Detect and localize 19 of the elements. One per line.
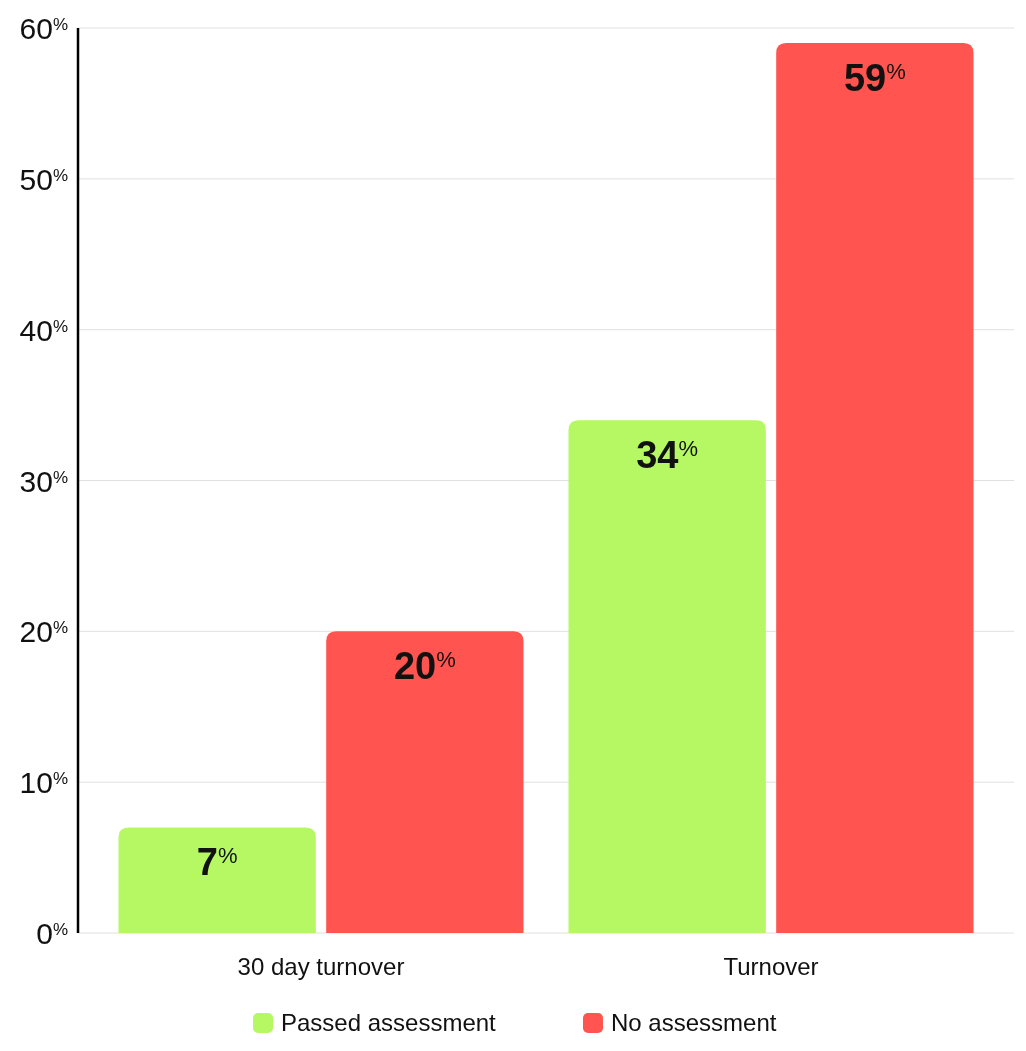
- legend-label: No assessment: [611, 1009, 777, 1036]
- bar: [326, 631, 524, 933]
- y-tick-label: 10$^{%}$: [19, 766, 68, 800]
- y-tick-label: 60$^{%}$: [19, 12, 68, 45]
- y-tick-label: 40$^{%}$: [19, 313, 68, 347]
- y-tick-label: 0$^{%}$: [36, 917, 68, 950]
- data-label: 20$^{%}$: [393, 645, 456, 688]
- bar: [568, 420, 766, 933]
- data-label: 34$^{%}$: [636, 434, 699, 477]
- y-tick-label: 50$^{%}$: [19, 162, 68, 196]
- x-tick-label: Turnover: [723, 953, 819, 980]
- y-tick-label: 20$^{%}$: [19, 615, 68, 649]
- bar: [776, 43, 974, 933]
- legend-label: Passed assessment: [281, 1009, 497, 1036]
- bar: [118, 827, 316, 933]
- data-label: 7$^{%}$: [196, 841, 238, 884]
- data-label: 59$^{%}$: [843, 57, 906, 100]
- y-tick-label: 30$^{%}$: [19, 464, 68, 498]
- x-tick-label: 30 day turnover: [237, 953, 405, 980]
